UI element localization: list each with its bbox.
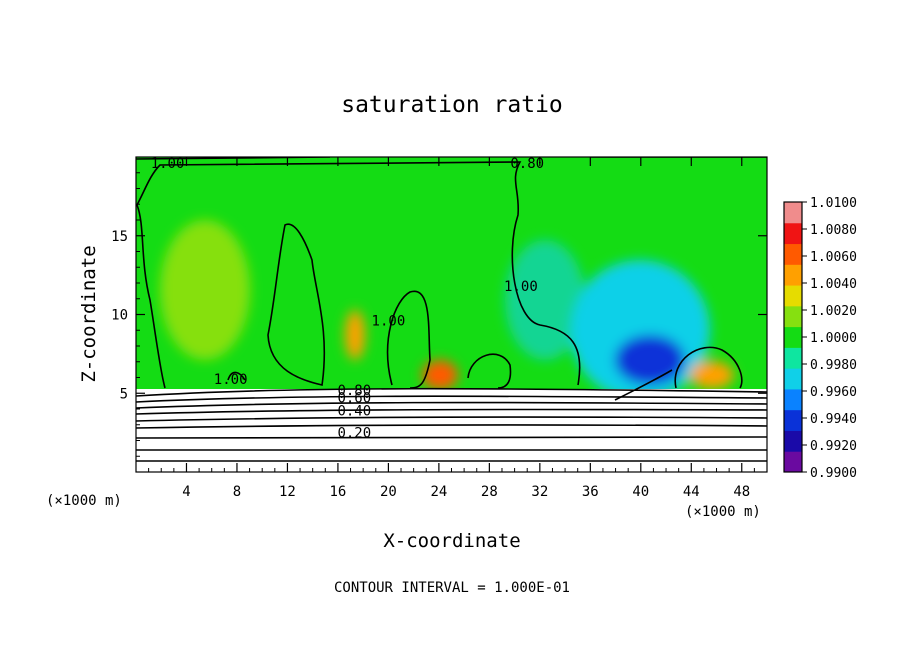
y-axis-label: Z-coordinate [78, 245, 100, 382]
x-axis-label: X-coordinate [383, 530, 520, 552]
warm-cell [690, 361, 734, 389]
colorbar-band [784, 243, 802, 265]
contour-line [267, 223, 326, 386]
x-tick-label: 24 [430, 484, 447, 500]
contour-line [136, 395, 767, 403]
colorbar-band [784, 451, 802, 473]
contour-lines [136, 157, 767, 462]
colorbar-label: 0.9900 [810, 466, 857, 481]
colorbar-label: 1.0060 [810, 250, 857, 265]
y-axis: 5 10 15 [111, 172, 767, 457]
colorbar-label: 1.0040 [810, 277, 857, 292]
contour-line [136, 161, 581, 386]
contour-labels: 1.00 0.801.001.001.000.800.600.400.20 [151, 156, 544, 441]
colorbar-band [784, 368, 802, 390]
contour-label: 0.80 [510, 156, 544, 172]
colorbar-band [784, 285, 802, 307]
y-tick-label: 15 [111, 229, 128, 245]
x-axis: 4 8 12 16 20 24 28 32 36 40 44 48 [148, 157, 755, 500]
x-tick-label: 40 [632, 484, 649, 500]
colorbar-label: 0.9980 [810, 358, 857, 373]
x-axis-unit-right: (×1000 m) [685, 504, 761, 520]
warm-core [345, 310, 365, 360]
x-tick-label: 36 [582, 484, 599, 500]
colorbar-band [784, 388, 802, 411]
plot-area: 1.00 0.801.001.001.000.800.600.400.20 [136, 156, 767, 472]
contour-line [614, 369, 673, 401]
field-features [160, 220, 734, 400]
x-axis-unit-left: (×1000 m) [46, 493, 122, 509]
contour-label: 1.00 [151, 156, 185, 172]
colorbar: 1.0100 1.0080 1.0060 1.0040 1.0020 1.0000 0.99… [783, 196, 857, 481]
chart-title: saturation ratio [341, 92, 563, 118]
y-tick-label: 10 [111, 308, 128, 324]
contour-line [467, 353, 512, 389]
x-tick-label: 32 [531, 484, 548, 500]
contour-interval-note: CONTOUR INTERVAL = 1.000E-01 [334, 580, 570, 596]
contour-line [136, 387, 767, 397]
colorbar-label: 1.0020 [810, 304, 857, 319]
colorbar-label: 1.0080 [810, 223, 857, 238]
contour-label: 1.00 [372, 314, 406, 330]
warm-plume [160, 220, 250, 360]
cool-area [505, 240, 585, 360]
colorbar-band [784, 326, 802, 348]
colorbar-label: 1.0100 [810, 196, 857, 211]
colorbar-label: 0.9920 [810, 439, 857, 454]
colorbar-band [784, 409, 802, 431]
contour-line [227, 371, 246, 381]
surface-layer [136, 389, 767, 472]
contour-line [136, 204, 166, 389]
x-tick-label: 44 [683, 484, 700, 500]
x-tick-label: 48 [733, 484, 750, 500]
colorbar-band [784, 264, 802, 286]
x-tick-label: 28 [481, 484, 498, 500]
cool-core [615, 335, 685, 385]
x-tick-label: 8 [233, 484, 241, 500]
colorbar-label: 1.0000 [810, 331, 857, 346]
colorbar-band [784, 222, 802, 245]
x-tick-label: 12 [279, 484, 296, 500]
contour-label: 0.20 [337, 425, 371, 441]
contour-line [136, 416, 767, 422]
contour-line [136, 401, 767, 409]
x-tick-label: 20 [380, 484, 397, 500]
x-tick-label: 4 [182, 484, 190, 500]
contour-label: 0.80 [337, 383, 371, 399]
colorbar-band [784, 202, 802, 224]
contour-label: 1.00 [214, 372, 248, 388]
contour-line [136, 436, 767, 439]
colorbar-label: 0.9960 [810, 385, 857, 400]
warm-cell [422, 360, 458, 390]
contour-line [674, 346, 743, 389]
contour-line [136, 424, 767, 429]
contour-line [386, 290, 431, 389]
x-tick-label: 16 [329, 484, 346, 500]
colorbar-band [784, 430, 802, 452]
contour-label: 0.40 [337, 403, 371, 419]
colorbar-band [784, 347, 802, 369]
contour-line [136, 408, 767, 415]
contour-label: 1.00 [504, 279, 538, 295]
contour-label: 0.60 [337, 391, 371, 407]
colorbar-label: 0.9940 [810, 412, 857, 427]
colorbar-band [784, 305, 802, 328]
y-tick-label: 5 [120, 386, 128, 402]
